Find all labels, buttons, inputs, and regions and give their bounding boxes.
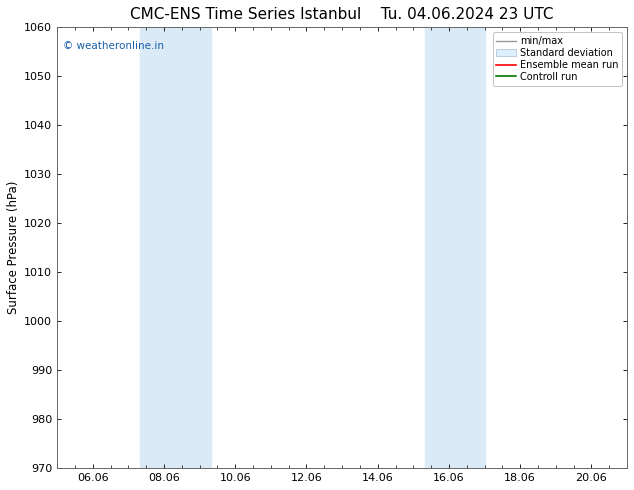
Y-axis label: Surface Pressure (hPa): Surface Pressure (hPa) <box>7 181 20 315</box>
Bar <box>140 27 211 468</box>
Title: CMC-ENS Time Series Istanbul    Tu. 04.06.2024 23 UTC: CMC-ENS Time Series Istanbul Tu. 04.06.2… <box>131 7 554 22</box>
Legend: min/max, Standard deviation, Ensemble mean run, Controll run: min/max, Standard deviation, Ensemble me… <box>493 32 622 86</box>
Bar <box>425 27 484 468</box>
Text: © weatheronline.in: © weatheronline.in <box>63 41 164 50</box>
